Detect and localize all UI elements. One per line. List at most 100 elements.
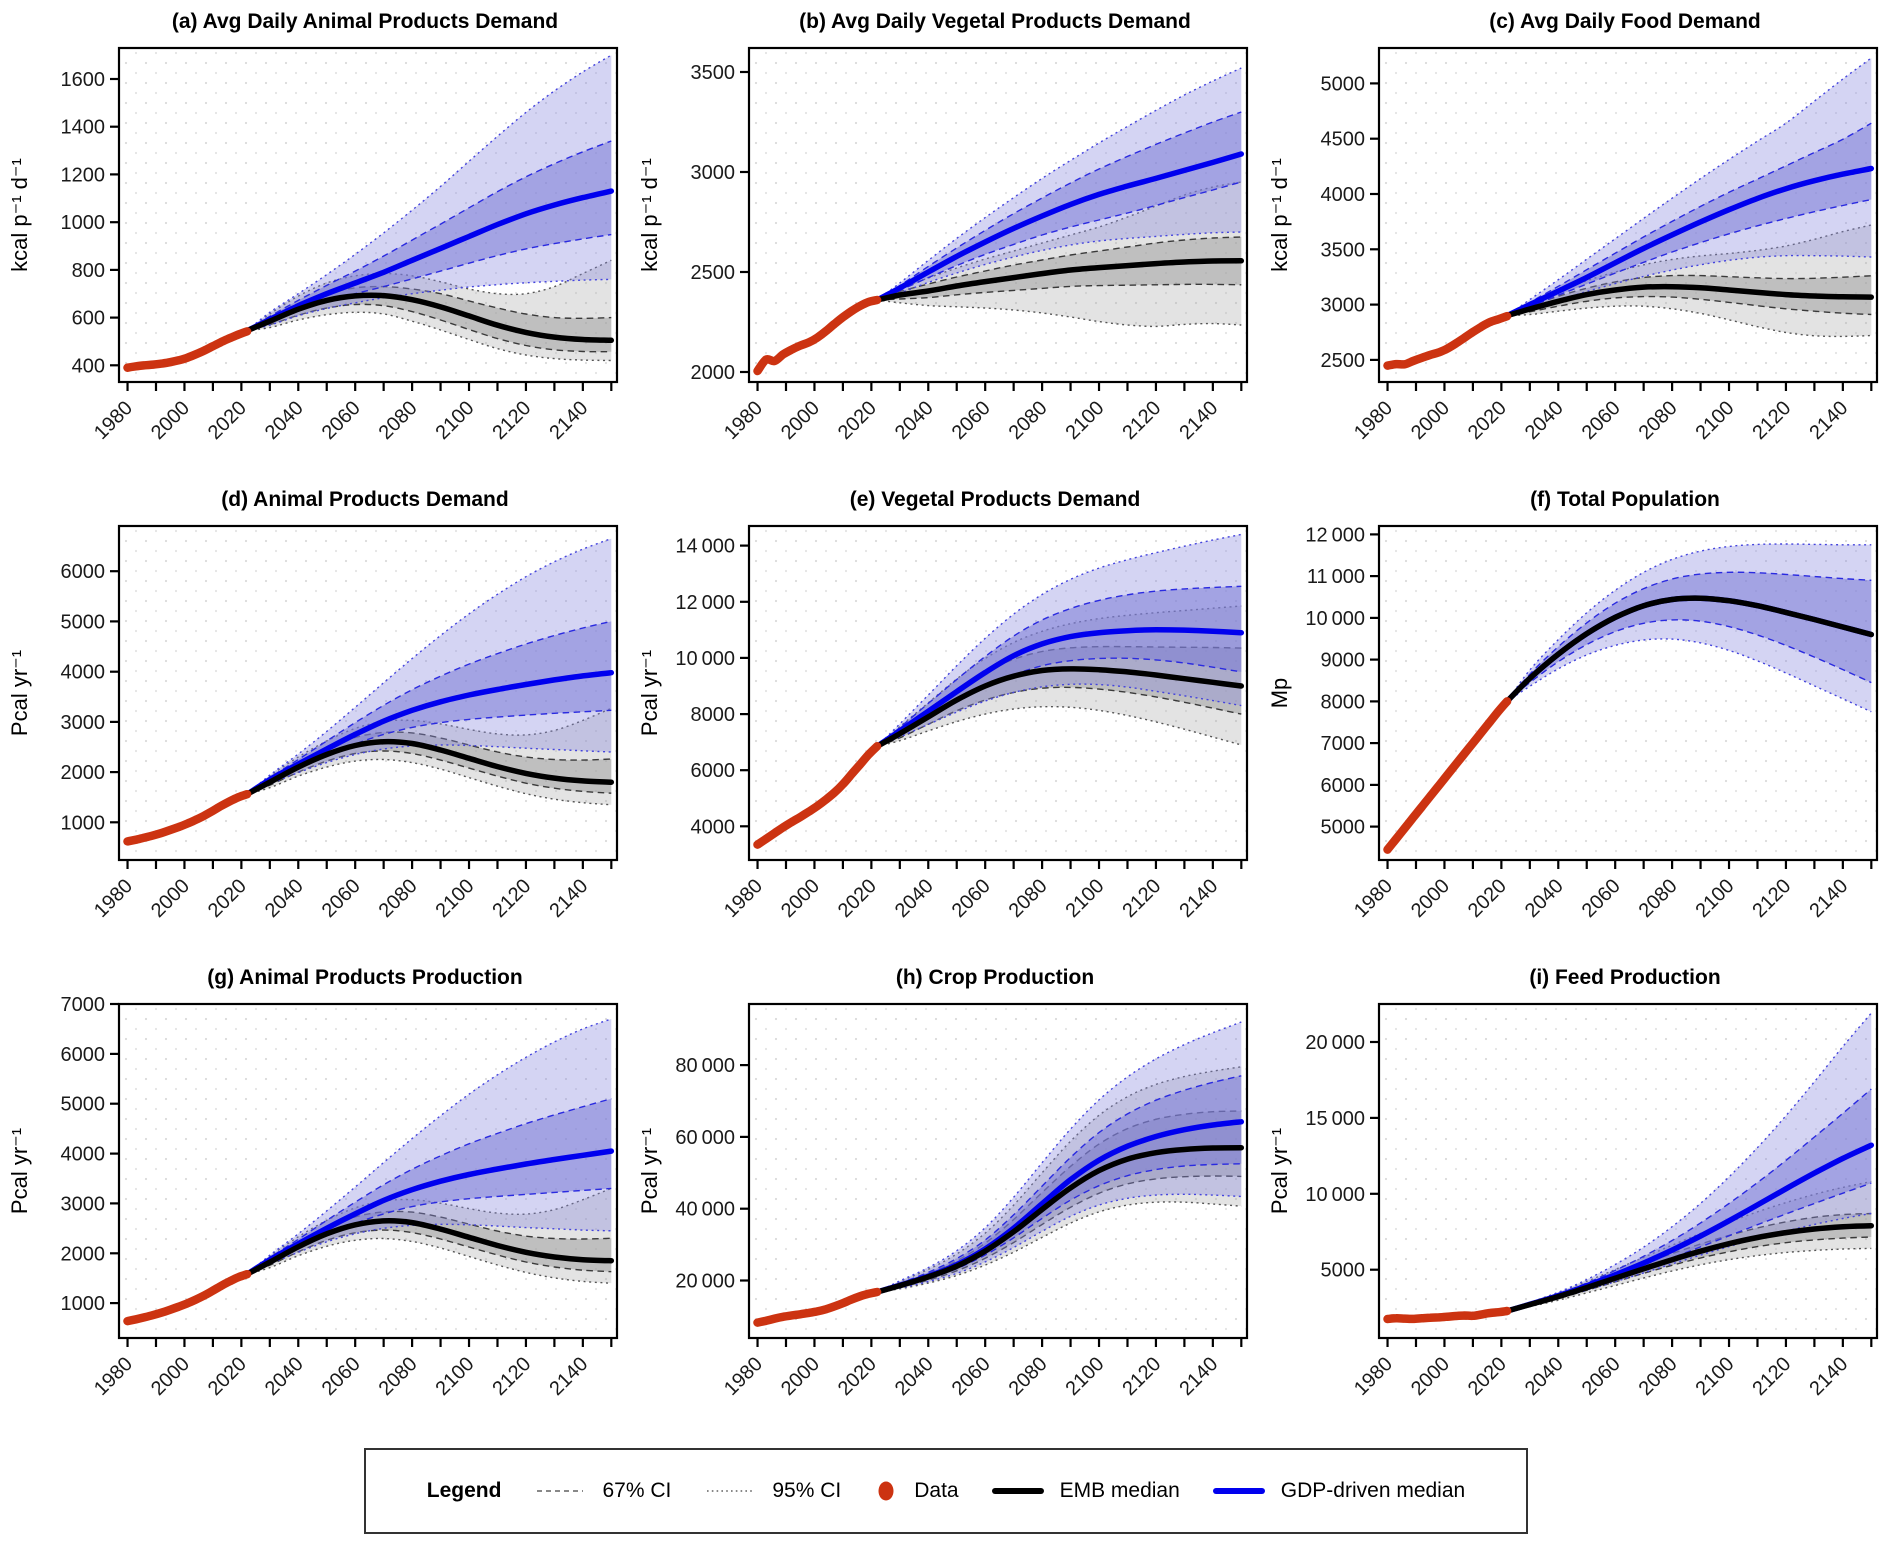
y-tick-label: 1600 [61,69,106,91]
y-tick-label: 10 000 [1305,1184,1365,1206]
x-tick-label: 2120 [1118,1353,1165,1400]
x-tick-label: 2140 [545,1353,592,1400]
y-tick-label: 1000 [61,812,106,834]
emb-ci67-edge [246,1210,612,1275]
data-points-line [123,1269,252,1326]
x-tick-label: 2120 [1748,875,1795,922]
emb-median-line [874,258,1245,303]
gdp-ci67-edge [246,140,612,332]
panel-plot-a: 1980 2000 2020 2040 2060 2080 2100 2120 2140 400 6… [7,46,619,444]
x-tick-label: 2080 [1005,1353,1052,1400]
figure-grid: (a) Avg Daily Animal Products Demand 198… [1,0,1891,1434]
y-tick-label: 3500 [691,62,736,84]
gdp-ci67-edge [876,181,1242,301]
x-tick-label: 2100 [1062,1353,1109,1400]
x-axis: 1980 2000 2020 2040 2060 2080 2100 2120 2140 [720,1338,1243,1400]
chart-panel-e: (e) Vegetal Products Demand 1980 2000 2020… [631,478,1261,956]
plot-frame [1377,524,1879,862]
gdp-ci95-band [247,538,612,795]
data-points-line [753,1287,882,1327]
x-tick-label: 2060 [318,397,365,444]
emb-ci95-edge [1507,305,1872,338]
y-tick-label: 15 000 [1305,1108,1365,1130]
plot-frame [117,524,619,862]
x-tick-label: 2020 [834,1353,881,1400]
data-points-line [1383,1306,1512,1324]
x-tick-label: 2120 [488,1353,535,1400]
gdp-ci95-band [877,1022,1242,1292]
x-tick-label: 2140 [545,875,592,922]
x-axis: 1980 2000 2020 2040 2060 2080 2100 2120 2140 [720,860,1243,922]
plot-frame [747,1002,1249,1340]
x-tick-label: 2080 [1635,875,1682,922]
gdp-ci67-edge [246,620,612,795]
gdp-ci95-edge [876,231,1242,301]
emb-ci67-edge [1506,295,1872,317]
legend-item-ci95: 95% CI [703,1479,841,1503]
x-tick-label: 1980 [1350,1353,1397,1400]
emb-median-line [1504,283,1875,319]
gdp-ci67-band [877,586,1242,747]
panel-plot-b: 1980 2000 2020 2040 2060 2080 2100 2120 21402000… [637,46,1249,444]
y-tick-label: 6000 [1321,775,1366,797]
emb-median-line-icon [991,1488,1044,1494]
y-tick-label: 20 000 [675,1271,735,1293]
plot-area [753,533,1245,849]
x-tick-label: 2040 [1521,875,1568,922]
x-tick-label: 2120 [1118,397,1165,444]
y-tick-label: 6000 [691,760,736,782]
gdp-ci67-band [1507,1089,1872,1311]
y-axis: 400 600 800 1000 1200 1400 1600 [61,69,119,377]
x-tick-label: 2140 [1175,397,1222,444]
y-tick-label: 6000 [61,1044,106,1066]
x-tick-label: 2080 [1005,875,1052,922]
x-tick-label: 2020 [834,875,881,922]
y-tick-label: 7000 [61,994,106,1016]
y-axis-label: Pcal yr⁻¹ [1267,1128,1292,1214]
x-tick-label: 2000 [147,1353,194,1400]
x-axis: 1980 2000 2020 2040 2060 2080 2100 2120 2140 [90,860,613,922]
x-tick-label: 2060 [1578,875,1625,922]
y-tick-label: 11 000 [1307,566,1365,588]
x-tick-label: 2080 [375,397,422,444]
x-tick-label: 2100 [1692,397,1739,444]
y-axis-label: Mp [1267,678,1292,709]
y-tick-label: 1200 [61,164,106,186]
legend-item-label: 67% CI [602,1479,672,1502]
panel-title-f: (f) Total Population [1530,488,1720,511]
emb-ci67-edge [246,750,612,795]
y-tick-label: 4000 [61,1144,106,1166]
gdp-ci67-band [877,1075,1242,1292]
y-tick-label: 8000 [1321,691,1366,713]
x-tick-label: 2140 [1805,875,1852,922]
y-tick-label: 3000 [61,1193,106,1215]
y-tick-label: 4000 [691,816,736,838]
x-tick-label: 2040 [891,1353,938,1400]
x-tick-label: 2080 [1635,1353,1682,1400]
emb-ci67-edge [876,686,1242,747]
ci67-dashed-line-icon [537,1490,584,1492]
emb-ci95-edge [877,299,1242,328]
y-tick-label: 1000 [61,212,106,234]
x-axis: 1980 2000 2020 2040 2060 2080 2100 2120 2140 [90,382,613,444]
y-axis: 4000 6000 8000 10 000 12 000 14 000 [675,536,749,838]
y-tick-label: 4000 [61,662,106,684]
x-tick-label: 2120 [488,397,535,444]
x-tick-label: 2120 [488,875,535,922]
x-tick-label: 2100 [1692,875,1739,922]
x-tick-label: 1980 [90,397,137,444]
y-axis-label: Pcal yr⁻¹ [7,650,32,736]
y-tick-label: 3500 [1321,239,1366,261]
x-tick-label: 2000 [777,875,824,922]
gdp-ci67-edge [1506,619,1872,702]
y-axis: 20 000 40 000 60 000 80 000 [675,1055,749,1293]
y-tick-label: 600 [72,308,105,330]
plot-area [1383,1012,1875,1324]
chart-panel-i: (i) Feed Production 1980 2000 2020 2040 2060… [1261,956,1891,1434]
plot-frame [117,1002,619,1340]
emb-ci67-band [1507,275,1872,316]
y-tick-label: 4000 [1321,184,1366,206]
emb-ci95-edge [246,1187,612,1275]
gdp-ci67-band [1507,123,1872,316]
data-points-line [1383,311,1512,370]
